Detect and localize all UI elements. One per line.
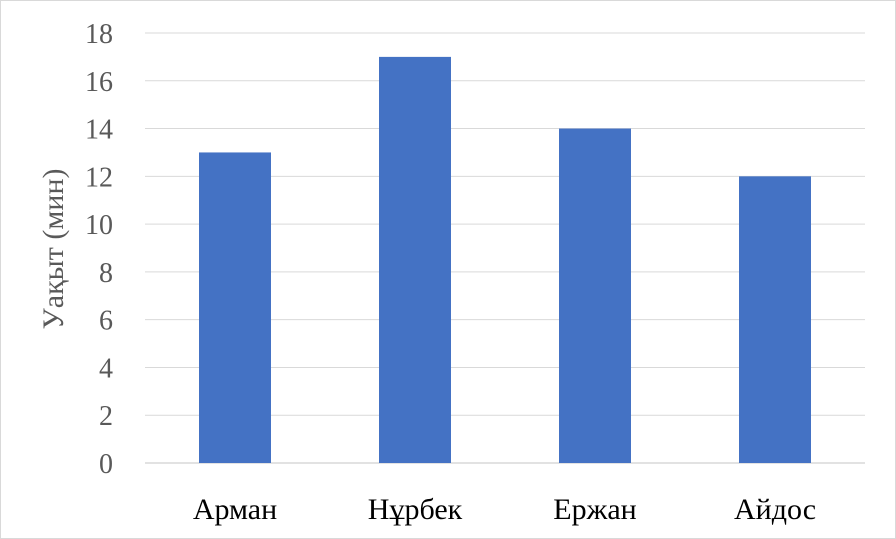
y-tick-label: 8 bbox=[99, 258, 113, 289]
y-tick-label: 14 bbox=[85, 115, 113, 146]
x-category-label: Арман bbox=[193, 493, 277, 526]
bar bbox=[739, 176, 811, 464]
y-tick-label: 0 bbox=[99, 449, 113, 480]
bars bbox=[199, 56, 811, 464]
y-tick-label: 6 bbox=[99, 306, 113, 337]
y-tick-labels: 0 2 4 6 8 10 12 14 16 18 bbox=[85, 19, 113, 480]
x-category-label: Айдос bbox=[734, 493, 816, 526]
y-tick-label: 4 bbox=[99, 353, 113, 384]
y-tick-label: 10 bbox=[85, 210, 113, 241]
bar bbox=[559, 128, 631, 464]
y-tick-label: 2 bbox=[99, 401, 113, 432]
bar bbox=[199, 152, 271, 463]
y-axis-title: Уақыт (мин) bbox=[37, 169, 70, 330]
y-tick-label: 16 bbox=[85, 67, 113, 98]
y-tick-label: 12 bbox=[85, 162, 113, 193]
x-category-label: Ержан bbox=[553, 493, 636, 526]
bar bbox=[379, 56, 451, 464]
y-tick-label: 18 bbox=[85, 19, 113, 50]
x-category-label: Нұрбек bbox=[368, 493, 463, 526]
category-labels: Арман Нұрбек Ержан Айдос bbox=[193, 493, 816, 526]
